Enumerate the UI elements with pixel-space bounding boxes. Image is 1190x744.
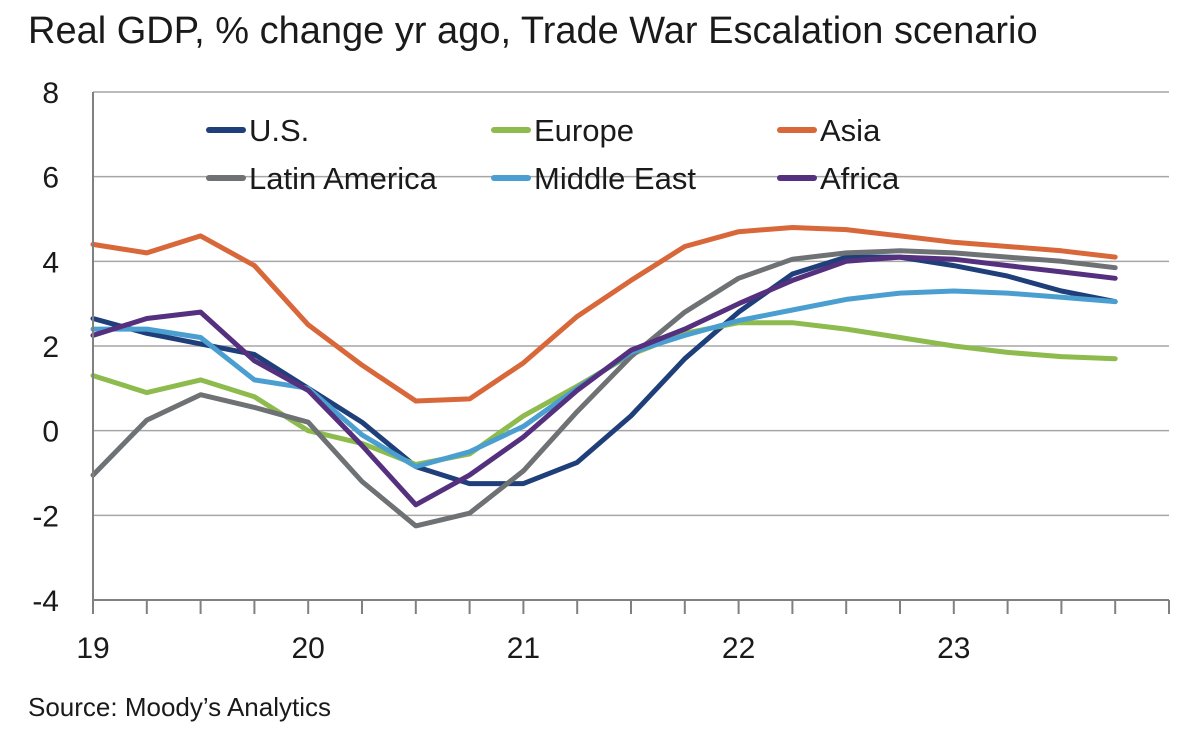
legend-label: Europe (534, 113, 634, 148)
y-tick-label: 4 (42, 246, 59, 279)
series-line-asia (90, 225, 1118, 404)
y-tick-label: -2 (32, 500, 59, 533)
legend-label: U.S. (249, 113, 309, 148)
legend-item-latin-america[interactable]: Latin America (206, 161, 438, 196)
source-note: Source: Moody’s Analytics (28, 692, 331, 722)
x-tick-label: 23 (937, 632, 970, 665)
legend-item-africa[interactable]: Africa (777, 161, 900, 196)
series-line-u-s (90, 254, 1118, 487)
series-line-africa (90, 254, 1118, 508)
gridlines (93, 91, 1169, 517)
y-tick-label: 6 (42, 162, 59, 195)
x-tick-label: 20 (292, 632, 325, 665)
legend-item-u-s[interactable]: U.S. (206, 113, 309, 148)
series-lines (90, 225, 1118, 529)
legend-label: Latin America (249, 161, 438, 196)
y-tick-label: 8 (42, 77, 59, 110)
legend-item-asia[interactable]: Asia (777, 113, 881, 148)
chart-title: Real GDP, % change yr ago, Trade War Esc… (28, 10, 1038, 52)
series-line-latin-america (90, 248, 1118, 529)
y-tick-label: 0 (42, 416, 59, 449)
legend-label: Middle East (534, 161, 696, 196)
y-tick-label: 2 (42, 331, 59, 364)
x-tick-label: 21 (507, 632, 540, 665)
x-tick-label: 22 (722, 632, 755, 665)
legend-label: Africa (820, 161, 900, 196)
series-line-europe (90, 320, 1118, 467)
legend[interactable]: U.S. Europe Asia Latin America Middle East Af… (206, 113, 900, 196)
legend-label: Asia (820, 113, 881, 148)
legend-item-europe[interactable]: Europe (491, 113, 634, 148)
x-tick-label: 19 (76, 632, 109, 665)
legend-item-middle-east[interactable]: Middle East (491, 161, 696, 196)
y-tick-label: -4 (32, 585, 59, 618)
